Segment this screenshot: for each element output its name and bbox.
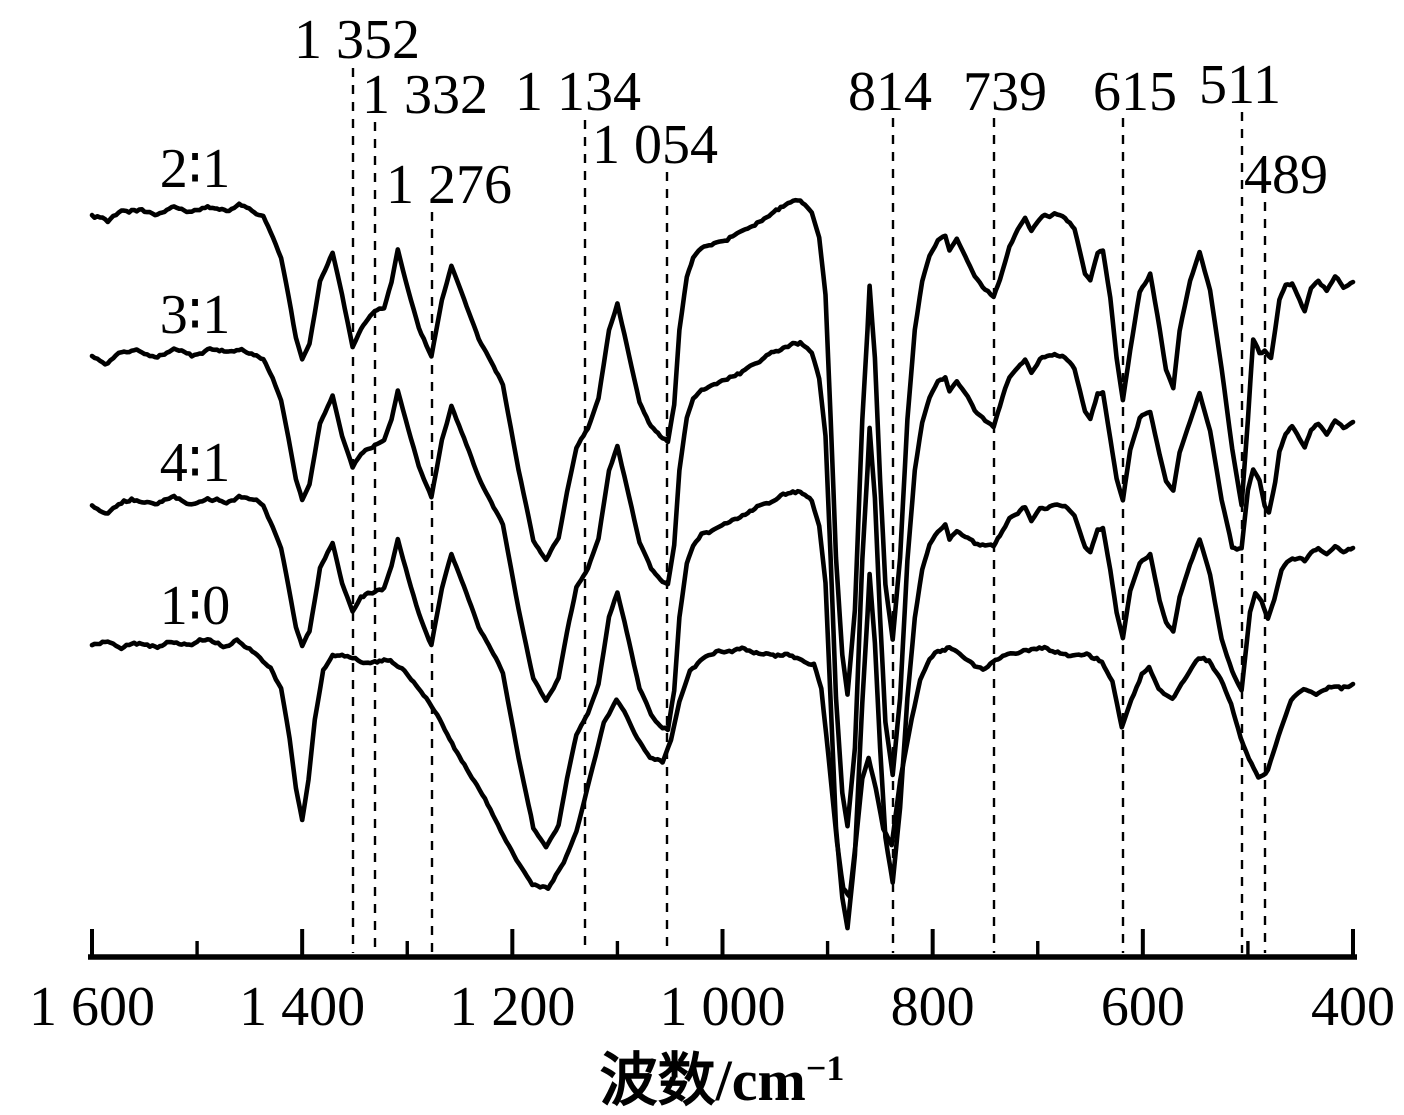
x-axis-tick-label-1000: 1 000 [660, 976, 786, 1038]
peak-label-739: 739 [963, 61, 1047, 123]
x-axis-tick-label-400: 400 [1311, 976, 1395, 1038]
x-axis-tick-label-1200: 1 200 [449, 976, 575, 1038]
peak-label-814: 814 [848, 61, 932, 123]
peak-label-615: 615 [1093, 61, 1177, 123]
series-label-4-1: 4∶1 [160, 432, 231, 494]
spectrum-trace-1-0 [89, 637, 1356, 899]
spectrum-trace-2-1 [89, 197, 1356, 697]
spectrum-trace-3-1 [89, 339, 1356, 829]
peak-label-1054: 1 054 [592, 114, 718, 176]
x-axis-tick-label-800: 800 [891, 976, 975, 1038]
x-axis-tick-label-600: 600 [1101, 976, 1185, 1038]
x-axis-title-exponent: −1 [806, 1048, 845, 1088]
series-label-2-1: 2∶1 [160, 138, 231, 200]
peak-label-1332: 1 332 [362, 64, 488, 126]
spectrum-trace-4-1 [89, 488, 1356, 931]
x-axis-title-base: 波数/cm [600, 1048, 806, 1113]
x-axis-tick-label-1400: 1 400 [239, 976, 365, 1038]
x-axis-title: 波数/cm−1 [600, 1048, 845, 1113]
x-axis-tick-label-1600: 1 600 [29, 976, 155, 1038]
peak-label-489: 489 [1244, 144, 1328, 206]
peak-label-1134: 1 134 [515, 61, 641, 123]
peak-label-511: 511 [1199, 54, 1281, 116]
peak-label-1276: 1 276 [386, 154, 512, 216]
series-label-3-1: 3∶1 [160, 284, 231, 346]
peak-label-1352: 1 352 [294, 9, 420, 71]
series-label-1-0: 1∶0 [160, 575, 231, 637]
